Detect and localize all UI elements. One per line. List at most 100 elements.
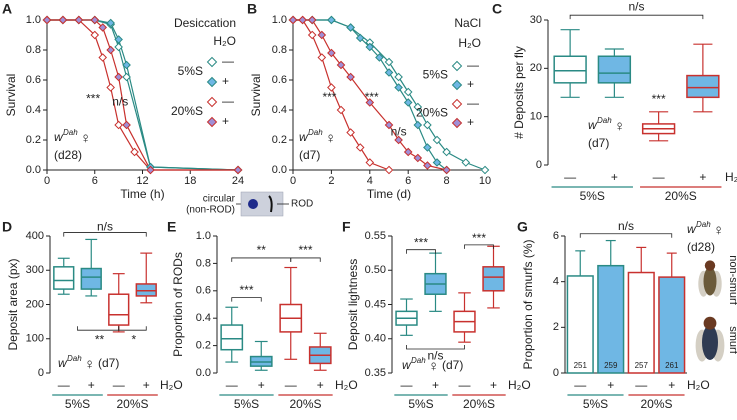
box [108, 293, 130, 326]
y-tick-label: 0.4 [26, 104, 41, 116]
y-tick-label: 0.6 [196, 285, 211, 297]
box [53, 266, 75, 290]
x-tick-label: + [699, 170, 706, 184]
point [461, 158, 471, 167]
point [442, 147, 451, 157]
inset-label: ROD [291, 199, 313, 210]
y-tick-label: 0.6 [26, 74, 41, 86]
inset-deposit [248, 199, 258, 209]
point [413, 120, 423, 130]
y-tick-label: 0.8 [272, 44, 287, 56]
point [413, 102, 423, 112]
point [327, 48, 336, 58]
annotation: n/s [628, 0, 644, 14]
y-tick-label: 0.55 [365, 230, 386, 242]
panel-letter: A [2, 1, 12, 17]
point [42, 15, 52, 25]
y-tick-label: 0.2 [272, 134, 287, 146]
panel-letter: D [2, 219, 12, 235]
point [74, 15, 84, 25]
legend-group: 20%S [416, 106, 448, 120]
point [98, 53, 108, 62]
point [336, 60, 346, 70]
y-tick-label: 0.0 [272, 164, 287, 176]
panel-letter: C [492, 1, 502, 17]
x-tick-label: + [607, 378, 614, 392]
legend-marker [206, 76, 218, 88]
panel: G 0 2 4 6 Proportion of smurfs (%) — + — +5%S 20%S… [517, 219, 737, 411]
y-tick-label: 4 [553, 276, 559, 288]
x-tick-label: — [226, 378, 238, 392]
y-tick-label: 0 [553, 367, 559, 379]
legend-marker [206, 56, 218, 68]
point [346, 23, 355, 32]
point [327, 15, 336, 25]
box [135, 283, 157, 297]
point [384, 120, 394, 130]
genotype-superscript: Dah [597, 116, 612, 125]
genotype: w [588, 118, 598, 132]
group-label: 5%S [65, 397, 90, 411]
y-tick-label: 0.2 [26, 134, 41, 146]
group-label: 5%S [580, 189, 605, 203]
legend-label: + [467, 77, 474, 91]
point [384, 68, 394, 77]
point [122, 60, 131, 70]
point [384, 165, 394, 175]
x-tick-label: + [490, 378, 497, 392]
y-axis-label: Deposit area (px) [6, 258, 20, 350]
sig-bracket [464, 244, 494, 249]
bar [627, 271, 655, 374]
point [480, 165, 490, 175]
x-axis-label: H₂O [725, 170, 737, 184]
sex-symbol: ♀ [325, 130, 336, 147]
point [375, 53, 384, 62]
sig-bracket [231, 257, 292, 262]
sig-bracket [118, 326, 147, 331]
annotation: *** [472, 231, 486, 245]
group-label: 20%S [116, 397, 148, 411]
sex-symbol: ♀ [713, 222, 724, 239]
genotype: w [299, 130, 309, 144]
x-axis-label: H₂O [508, 378, 531, 392]
point [327, 83, 336, 92]
panel: C 0 10 20 30 # Deposits per fly — + — +5%S 20%S H₂O… [492, 0, 737, 203]
panel: E 0.0 0.2 0.4 0.6 0.8 1.0 Proportion of RODs — + —… [167, 191, 358, 411]
point [114, 120, 123, 130]
point [307, 15, 317, 25]
x-tick-label: + [668, 378, 675, 392]
legend-marker [451, 60, 463, 72]
legend-title: H₂O [213, 34, 236, 48]
annotation: n/s [427, 349, 443, 363]
panel-letter: B [247, 1, 257, 17]
legend-marker [451, 98, 463, 110]
panel: F 0.35 0.40 0.45 0.50 0.55 Deposit lightness — +… [342, 219, 531, 411]
point [122, 72, 131, 82]
box [482, 266, 505, 292]
box [220, 324, 244, 351]
y-tick-label: 0.50 [365, 264, 386, 276]
y-tick-label: 1.0 [272, 14, 287, 26]
sig-bracket [63, 232, 147, 237]
annotation: *** [239, 283, 253, 297]
image-label: smurf [727, 326, 737, 354]
point [365, 42, 375, 52]
legend-label: + [467, 115, 474, 129]
y-tick-label: 0.8 [196, 257, 211, 269]
point [122, 120, 131, 130]
genotype-superscript: Dah [308, 128, 323, 137]
fly-head [703, 316, 717, 330]
point [394, 83, 403, 92]
point [146, 165, 155, 175]
annotation: n/s [391, 125, 407, 139]
annotation: *** [322, 90, 336, 104]
image-label: non-smurf [727, 255, 737, 305]
group-label: 5%S [408, 397, 433, 411]
legend-label: — [222, 94, 234, 108]
count-label: 261 [665, 361, 679, 370]
x-tick-label: + [432, 378, 439, 392]
annotation: *** [652, 92, 666, 106]
chart-title: Desiccation [174, 16, 236, 30]
x-axis-label: Time (d) [367, 187, 411, 201]
sex-symbol: ♀ [80, 130, 91, 147]
